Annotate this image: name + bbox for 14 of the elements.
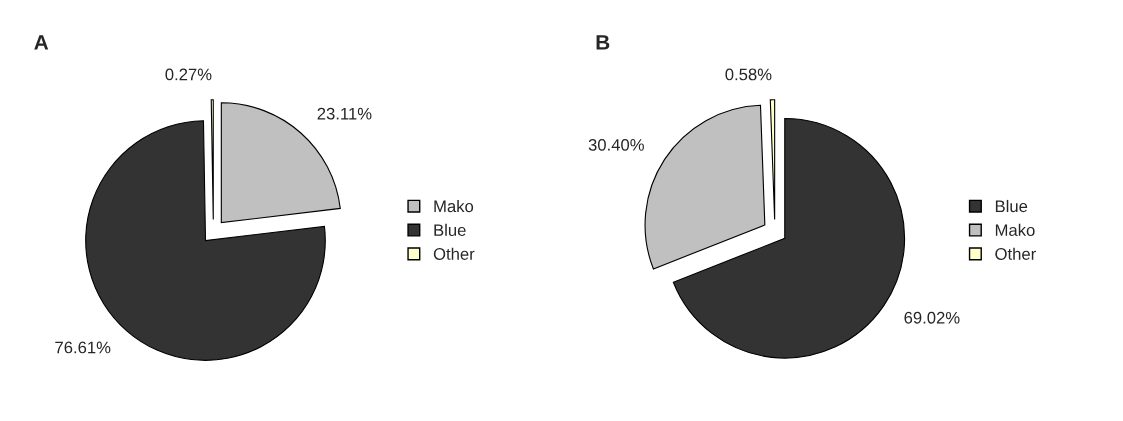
chart-title: A — [34, 35, 49, 50]
data-label: 0.27% — [165, 68, 212, 81]
legend-label: Other — [433, 247, 475, 260]
legend-label: Mako — [434, 199, 474, 213]
data-label: 0.58% — [725, 68, 772, 81]
data-label: 76.61% — [55, 341, 111, 354]
legend-label: Blue — [434, 223, 466, 237]
legend-label: Mako — [995, 223, 1035, 237]
legend-label: Blue — [995, 199, 1028, 213]
legend-label: Other — [995, 247, 1036, 260]
chart-title: B — [596, 35, 610, 50]
data-label: 23.11% — [317, 107, 372, 120]
data-label: 69.02% — [904, 311, 960, 324]
data-label: 30.40% — [588, 138, 644, 151]
